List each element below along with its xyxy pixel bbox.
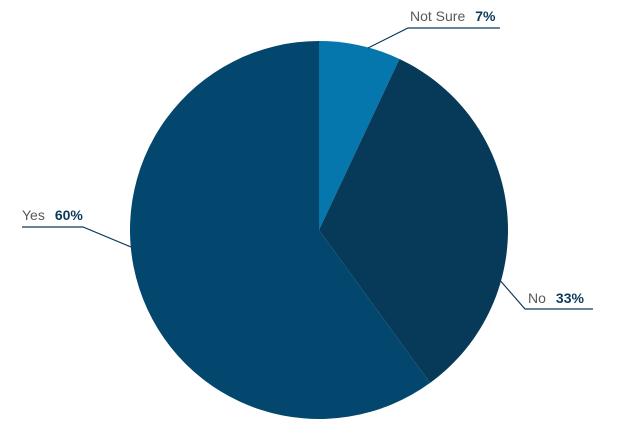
callout-yes: Yes 60% (22, 207, 132, 248)
slice-value-yes: 60% (55, 207, 84, 223)
leader-line-yes (22, 226, 132, 248)
pie-slice-no (319, 58, 508, 383)
slice-value-no: 33% (556, 290, 585, 306)
callout-not-sure: Not Sure 7% (367, 8, 500, 49)
pie-slices (129, 40, 508, 419)
leader-line-not-sure (367, 27, 500, 49)
slice-name-no: No (528, 290, 546, 306)
slice-label-not-sure: Not Sure 7% (410, 8, 496, 25)
pie-slice-not-sure (319, 41, 400, 230)
callout-no: No 33% (497, 277, 593, 310)
slice-value-not-sure: 7% (475, 8, 496, 24)
slice-name-yes: Yes (22, 207, 45, 223)
leader-line-no (497, 277, 593, 310)
slice-label-no: No 33% (528, 290, 584, 307)
pie-slice-yes (129, 40, 431, 419)
slice-name-not-sure: Not Sure (410, 8, 465, 24)
slice-label-yes: Yes 60% (22, 207, 83, 224)
